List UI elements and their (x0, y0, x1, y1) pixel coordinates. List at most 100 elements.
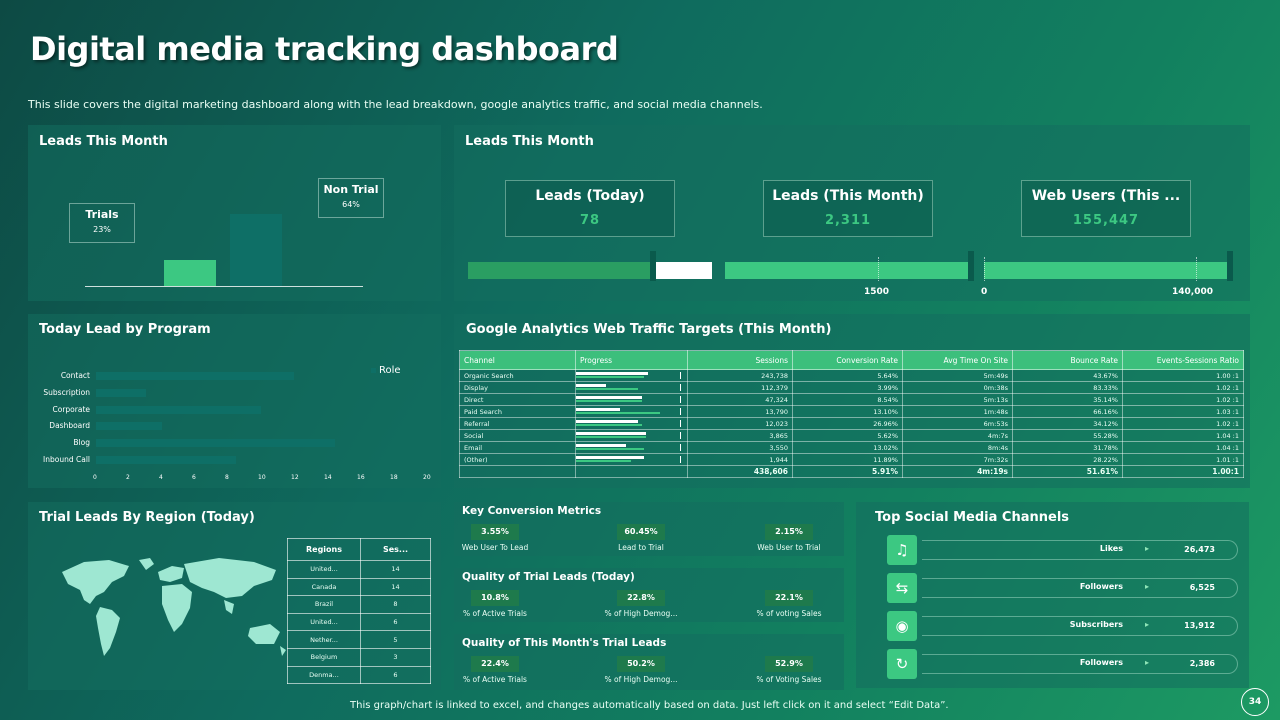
metric-label: Web User to Trial (757, 543, 821, 552)
table-cell: 6m:53s (902, 417, 1013, 430)
table-cell: 14 (360, 560, 431, 579)
tick-label: 12 (291, 474, 299, 481)
leads-chart-panel: Leads This Month Trials 23% Non Trial 64… (28, 125, 441, 301)
page-title: Digital media tracking dashboard (30, 30, 619, 68)
progress-bar-target (576, 460, 631, 462)
progress-cell (575, 417, 688, 430)
category-label: Contact (60, 371, 90, 380)
tick-label: 10 (258, 474, 266, 481)
kpi-value: 78 (579, 213, 601, 228)
progress-cell (575, 453, 688, 466)
kpi-value: 2,311 (824, 213, 872, 228)
table-cell: Direct (459, 393, 576, 406)
progress-bar-target (576, 400, 642, 402)
social-row: Subscribers ▸ 13,912 (922, 616, 1238, 636)
table-cell: 3 (360, 647, 431, 667)
table-row: Canada 14 (287, 577, 431, 597)
progress-target-marker (680, 456, 681, 463)
table-cell: Nether... (287, 630, 361, 649)
progress-bar-actual (576, 408, 620, 411)
col-header: Conversion Rate (792, 350, 903, 370)
kpi-card-web-users: Web Users (This ... 155,447 (1021, 180, 1191, 237)
gauge-bar-2 (725, 262, 968, 279)
table-row: Referral 12,023 26.96% 6m:53s 34.12% 1.02 :1 (459, 417, 1244, 430)
table-cell: United... (287, 612, 361, 632)
total-cell: 51.61% (1012, 465, 1123, 478)
progress-bar-target (576, 436, 646, 438)
leads-bar-area (85, 165, 363, 287)
metric-group-title: Quality of This Month's Trial Leads (462, 637, 667, 649)
table-cell: 1.02 :1 (1122, 393, 1244, 406)
progress-bar-actual (576, 456, 644, 459)
table-row: Nether... 5 (287, 630, 431, 649)
total-cell: 4m:19s (902, 465, 1013, 478)
ga-header-row: Channel Progress Sessions Conversion Rat… (459, 350, 1244, 370)
gauge-tick (984, 257, 985, 281)
table-cell: 1.02 :1 (1122, 381, 1244, 394)
legend: Role (371, 365, 401, 376)
progress-cell (575, 441, 688, 454)
table-cell: Brazil (287, 595, 361, 614)
table-cell: 55.28% (1012, 429, 1123, 442)
table-row: Brazil 8 (287, 595, 431, 614)
region-table: Regions Ses... United... 14 Canada 14 Brazil… (287, 538, 431, 685)
social-metric-name: Likes (1099, 544, 1123, 553)
table-cell: 1.00 :1 (1122, 369, 1244, 382)
gauge-marker-3 (1227, 251, 1233, 281)
social-metric-name: Subscribers (1069, 620, 1123, 629)
table-cell: 14 (360, 577, 431, 597)
category-label: Subscription (43, 387, 90, 397)
table-row: Display 112,379 3.99% 0m:38s 83.33% 1.02 :1 (459, 381, 1244, 394)
tick-label: 18 (390, 474, 398, 481)
metric-group-title: Key Conversion Metrics (462, 505, 602, 517)
table-cell: 112,379 (687, 381, 793, 394)
metric-label: % of High Demog... (604, 609, 678, 618)
table-cell: 26.96% (792, 417, 903, 430)
gauge-bar-1 (468, 262, 653, 279)
metric-value: 52.9% (765, 656, 813, 672)
leads-kpi-panel: Leads This Month Leads (Today) 78 Leads … (454, 125, 1250, 301)
nontrial-label: Non Trial (323, 183, 379, 196)
table-cell: 1,944 (687, 453, 793, 466)
metric-group-panel: Key Conversion Metrics 3.55% Web User To L… (454, 502, 844, 556)
table-cell: 28.22% (1012, 453, 1123, 466)
category-axis: Contact Subscription Corporate Dashboard Blo… (28, 369, 90, 469)
table-cell: 8m:4s (902, 441, 1013, 454)
table-row: United... 6 (287, 612, 431, 632)
legend-label: Role (379, 365, 401, 376)
table-cell: United... (287, 560, 361, 579)
table-cell (459, 465, 576, 478)
ga-table-wrap: Channel Progress Sessions Conversion Rat… (459, 350, 1244, 478)
table-cell: Email (459, 441, 576, 454)
program-bar (96, 422, 162, 431)
table-cell: 83.33% (1012, 381, 1123, 394)
table-row: Direct 47,324 8.54% 5m:13s 35.14% 1.02 :1 (459, 393, 1244, 406)
chart-bar-trials (164, 260, 216, 286)
category-label: Inbound Call (43, 455, 90, 464)
col-header: Regions (287, 538, 361, 561)
panel-title: Google Analytics Web Traffic Targets (Th… (466, 322, 832, 337)
col-header: Progress (575, 350, 688, 370)
table-cell: 47,324 (687, 393, 793, 406)
metric-value: 2.15% (765, 524, 813, 540)
progress-cell (575, 429, 688, 442)
metric-label: % of Active Trials (463, 609, 527, 618)
gauge-label-0: 0 (981, 287, 988, 297)
program-bar (96, 456, 236, 464)
progress-target-marker (680, 372, 681, 379)
table-cell: 13,790 (687, 405, 793, 418)
page-number: 34 (1241, 688, 1269, 716)
arrow-right-icon: ▸ (1144, 658, 1149, 667)
progress-bar-actual (576, 444, 626, 447)
table-cell: 243,738 (687, 369, 793, 382)
kpi-card-leads-month: Leads (This Month) 2,311 (763, 180, 933, 237)
metric-value: 22.8% (617, 590, 665, 606)
table-cell (575, 465, 688, 478)
table-cell: 1m:48s (902, 405, 1013, 418)
progress-bar-actual (576, 384, 606, 387)
table-row: Denma... 6 (287, 665, 431, 685)
world-map-icon (62, 558, 286, 656)
ga-panel: Google Analytics Web Traffic Targets (Th… (454, 314, 1250, 488)
metric-value: 60.45% (617, 524, 665, 540)
table-cell: 1.01 :1 (1122, 453, 1244, 466)
